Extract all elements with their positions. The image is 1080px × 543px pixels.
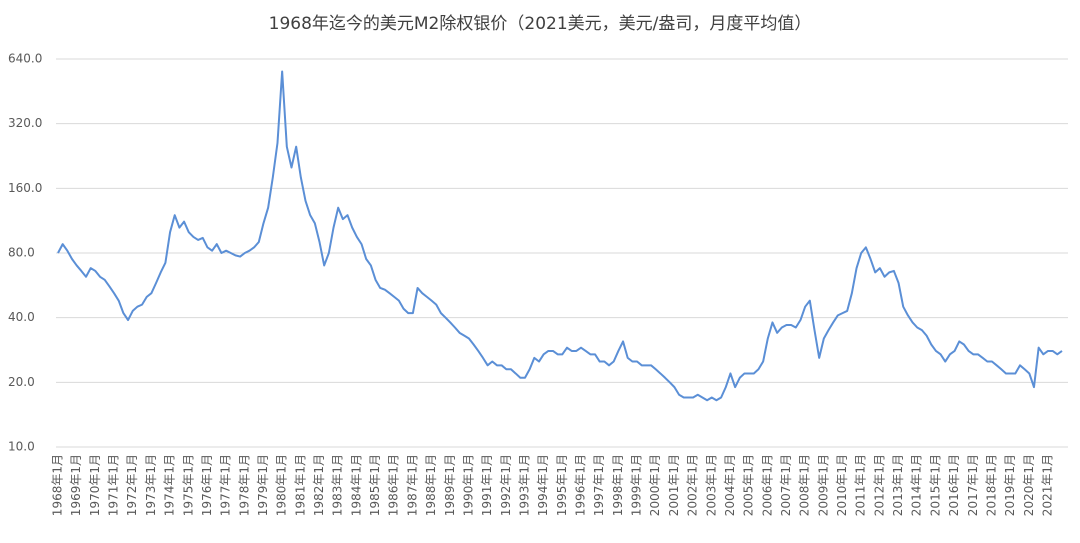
x-tick-label: 2002年1月 [686,454,700,516]
x-tick-label: 2020年1月 [1022,454,1036,516]
x-tick-label: 2006年1月 [760,454,774,516]
x-tick-label: 1994年1月 [536,454,550,516]
x-tick-label: 2004年1月 [723,454,737,516]
x-tick-label: 2014年1月 [910,454,924,516]
x-tick-label: 1983年1月 [331,454,345,516]
x-tick-label: 2010年1月 [835,454,849,516]
x-tick-label: 2008年1月 [798,454,812,516]
x-tick-label: 1972年1月 [125,454,139,516]
x-tick-label: 1977年1月 [219,454,233,516]
x-tick-label: 1978年1月 [237,454,251,516]
x-tick-label: 1991年1月 [480,454,494,516]
x-tick-label: 2015年1月 [928,454,942,516]
x-tick-label: 1989年1月 [443,454,457,516]
y-tick-label: 10.0 [8,440,35,454]
x-tick-label: 2019年1月 [1003,454,1017,516]
x-tick-label: 1999年1月 [630,454,644,516]
x-tick-label: 2005年1月 [742,454,756,516]
y-tick-label: 640.0 [8,52,42,66]
x-tick-label: 2021年1月 [1040,454,1054,516]
y-tick-label: 320.0 [8,116,42,130]
x-tick-label: 1974年1月 [163,454,177,516]
x-tick-label: 1979年1月 [256,454,270,516]
x-tick-label: 1973年1月 [144,454,158,516]
x-tick-label: 2007年1月 [779,454,793,516]
x-tick-label: 1993年1月 [517,454,531,516]
y-tick-label: 40.0 [8,310,35,324]
y-tick-label: 80.0 [8,246,35,260]
x-tick-label: 1986年1月 [387,454,401,516]
x-tick-label: 1996年1月 [574,454,588,516]
line [57,70,1063,402]
x-tick-label: 1997年1月 [592,454,606,516]
x-tick-label: 1995年1月 [555,454,569,516]
x-tick-label: 1992年1月 [499,454,513,516]
x-tick-label: 1980年1月 [275,454,289,516]
x-tick-label: 1968年1月 [51,454,65,516]
x-tick-label: 1975年1月 [181,454,195,516]
x-tick-label: 1984年1月 [349,454,363,516]
x-tick-label: 1990年1月 [461,454,475,516]
x-tick-label: 1988年1月 [424,454,438,516]
x-tick-label: 2018年1月 [984,454,998,516]
x-tick-label: 2012年1月 [872,454,886,516]
x-tick-label: 1976年1月 [200,454,214,516]
x-tick-label: 1970年1月 [88,454,102,516]
x-tick-label: 2000年1月 [648,454,662,516]
x-tick-label: 2011年1月 [854,454,868,516]
x-tick-label: 2001年1月 [667,454,681,516]
y-tick-label: 20.0 [8,375,35,389]
x-tick-label: 2003年1月 [704,454,718,516]
x-tick-label: 1998年1月 [611,454,625,516]
x-tick-label: 1982年1月 [312,454,326,516]
x-tick-label: 2017年1月 [966,454,980,516]
chart-title: 1968年迄今的美元M2除权银价（2021美元，美元/盎司，月度平均值） [269,14,812,34]
x-tick-label: 1985年1月 [368,454,382,516]
x-tick-label: 1981年1月 [293,454,307,516]
x-tick-label: 1969年1月 [69,454,83,516]
y-tick-label: 160.0 [8,181,42,195]
x-tick-label: 1971年1月 [107,454,121,516]
x-tick-label: 2009年1月 [816,454,830,516]
x-tick-label: 2016年1月 [947,454,961,516]
x-tick-label: 1987年1月 [405,454,419,516]
x-tick-label: 2013年1月 [891,454,905,516]
